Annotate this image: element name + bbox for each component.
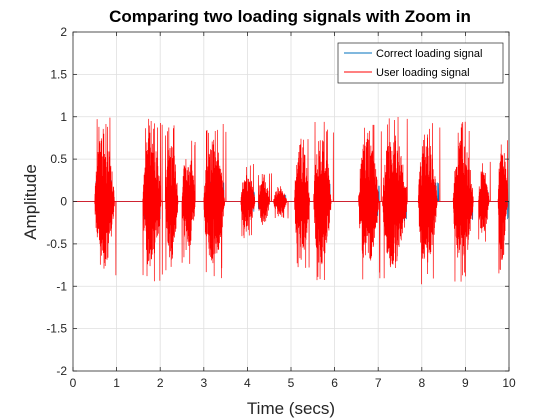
x-tick-label: 0 [70,376,77,390]
x-tick-label: 9 [462,376,469,390]
y-tick-label: 1 [60,110,67,124]
plot-axes: 0 1 2 3 4 5 6 7 8 9 10 2 1.5 1 0.5 0 -0.5 -1 -1.5 -2 [46,25,516,390]
y-axis-ticks: 2 1.5 1 0.5 0 -0.5 -1 -1.5 -2 [46,25,509,378]
x-tick-label: 8 [418,376,425,390]
y-tick-label: 0 [60,195,67,209]
x-tick-label: 1 [113,376,120,390]
x-tick-label: 2 [157,376,164,390]
legend-label-correct: Correct loading signal [376,48,482,60]
x-axis-ticks: 0 1 2 3 4 5 6 7 8 9 10 [70,32,516,390]
y-tick-label: 1.5 [50,67,67,81]
series-layer [73,116,510,285]
y-tick-label: 2 [60,25,67,39]
y-tick-label: -0.5 [46,237,67,251]
x-tick-label: 4 [244,376,251,390]
x-tick-label: 3 [200,376,207,390]
y-tick-label: 0.5 [50,152,67,166]
legend: Correct loading signal User loading sign… [337,42,504,84]
x-axis-label: Time (secs) [247,399,335,418]
y-axis-label: Amplitude [21,164,40,240]
series-line-user [73,116,509,285]
legend-label-user: User loading signal [376,67,470,79]
x-tick-label: 7 [375,376,382,390]
chart-title: Comparing two loading signals with Zoom … [109,7,471,26]
legend-box [337,42,504,84]
y-tick-label: -1.5 [46,322,67,336]
y-tick-label: -1 [56,279,67,293]
x-tick-label: 5 [288,376,295,390]
x-tick-label: 10 [502,376,516,390]
y-tick-label: -2 [56,364,67,378]
x-tick-label: 6 [331,376,338,390]
